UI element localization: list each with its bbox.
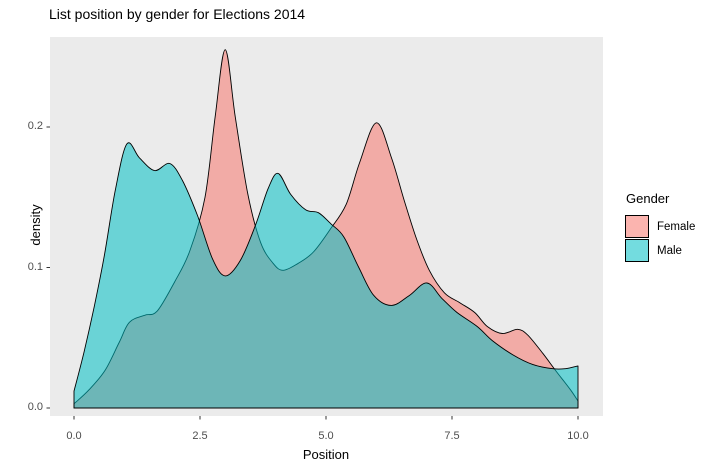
y-tick-label: 0.2 <box>27 120 43 132</box>
y-tick-label: 0.1 <box>27 260 43 273</box>
legend-label-male: Male <box>657 244 682 257</box>
legend-title: Gender <box>626 191 670 206</box>
female-swatch-icon <box>625 215 649 238</box>
x-tick-label: 5.0 <box>318 430 334 442</box>
x-tick-label: 10.0 <box>567 430 589 442</box>
legend-label-female: Female <box>657 220 696 233</box>
chart-title: List position by gender for Elections 20… <box>49 6 306 22</box>
x-axis-label: Position <box>302 447 350 462</box>
x-tick-label: 7.5 <box>444 430 460 442</box>
y-tick-label: 0.0 <box>27 401 43 413</box>
legend-key-female: Female <box>625 215 695 238</box>
density-area-male <box>73 142 579 409</box>
male-swatch-icon <box>625 239 649 262</box>
legend: Gender Female Male <box>625 191 695 263</box>
x-tick-label: 0.0 <box>66 430 82 442</box>
x-tick-label: 2.5 <box>192 430 208 442</box>
legend-key-male: Male <box>625 239 695 262</box>
